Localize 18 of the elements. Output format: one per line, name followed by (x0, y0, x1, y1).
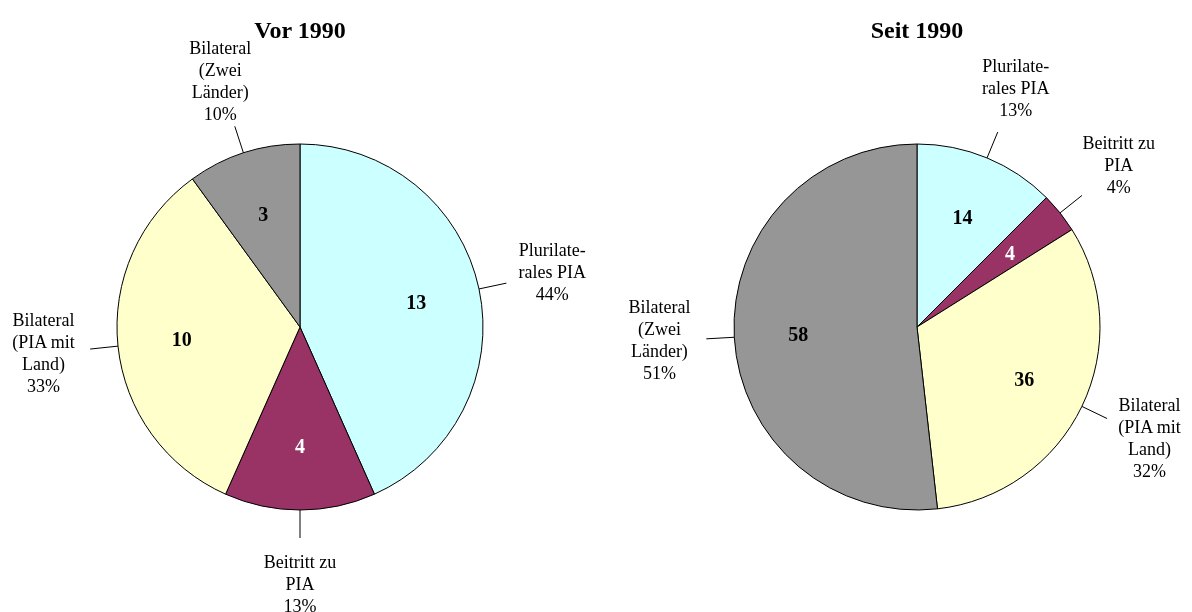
slice-label: Beitritt zu PIA 4% (1082, 133, 1155, 198)
slice-label: Plurilate- rales PIA 13% (981, 55, 1050, 120)
data-label: 3 (258, 202, 269, 225)
data-label: 13 (406, 291, 427, 314)
slice-label: Plurilate- rales PIA 44% (518, 240, 587, 305)
slice-label: Bilateral (Zwei Länder) 51% (628, 297, 691, 384)
slice-label: Bilateral (PIA mit Land) 32% (1118, 394, 1181, 481)
data-label: 14 (952, 206, 973, 229)
chart-title: Seit 1990 (870, 17, 964, 43)
data-label: 58 (788, 322, 809, 345)
data-label: 36 (1014, 367, 1035, 390)
data-label: 4 (295, 434, 305, 457)
slice-label: Bilateral (PIA mit Land) 33% (12, 309, 75, 396)
data-label: 10 (171, 328, 192, 351)
data-label: 4 (1005, 241, 1015, 264)
slice-label: Beitritt zu PIA 13% (263, 552, 337, 612)
slice-label: Bilateral (Zwei Länder) 10% (189, 37, 252, 124)
chart-title: Vor 1990 (254, 17, 346, 43)
